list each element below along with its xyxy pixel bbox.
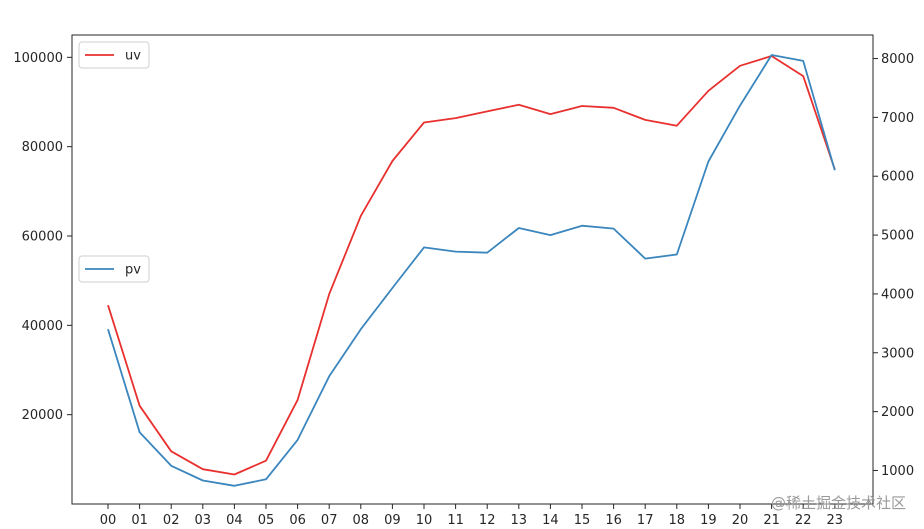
x-tick-label: 01 bbox=[131, 513, 148, 528]
y-axis-right: 1000 2000 3000 4000 5000 6000 7000 8000 bbox=[873, 52, 914, 479]
series-line-uv bbox=[107, 55, 836, 476]
x-tick-label: 23 bbox=[827, 513, 844, 528]
y-right-tick-label: 6000 bbox=[881, 170, 914, 185]
x-tick-label: 05 bbox=[258, 513, 275, 528]
x-tick-label: 20 bbox=[732, 513, 749, 528]
legend-uv: uv bbox=[78, 41, 150, 69]
y-left-tick-label: 80000 bbox=[22, 140, 63, 155]
y-left-tick-label: 60000 bbox=[22, 230, 63, 245]
legend-layer: uv pv bbox=[78, 41, 150, 283]
y-right-tick-label: 5000 bbox=[881, 229, 914, 244]
series-line-pv bbox=[107, 54, 836, 487]
x-tick-label: 22 bbox=[795, 513, 812, 528]
x-tick-label: 14 bbox=[542, 513, 559, 528]
y-axis-left: 20000 40000 60000 80000 100000 bbox=[13, 51, 72, 423]
series-layer bbox=[107, 54, 836, 487]
x-tick-label: 17 bbox=[637, 513, 654, 528]
x-tick-label: 08 bbox=[353, 513, 370, 528]
x-tick-label: 10 bbox=[416, 513, 433, 528]
x-tick-label: 19 bbox=[700, 513, 717, 528]
y-right-tick-label: 1000 bbox=[881, 464, 914, 479]
x-tick-label: 12 bbox=[479, 513, 496, 528]
y-right-tick-label: 7000 bbox=[881, 111, 914, 126]
x-tick-label: 06 bbox=[289, 513, 306, 528]
x-axis: 00 01 02 03 04 05 06 07 08 09 10 11 12 13 14 15 16 17 18 19… bbox=[100, 504, 843, 528]
x-tick-label: 15 bbox=[574, 513, 591, 528]
x-tick-label: 11 bbox=[447, 513, 464, 528]
x-tick-label: 00 bbox=[100, 513, 117, 528]
y-right-tick-label: 2000 bbox=[881, 405, 914, 420]
y-left-tick-label: 20000 bbox=[22, 408, 63, 423]
y-left-tick-label: 40000 bbox=[22, 319, 63, 334]
y-right-tick-label: 4000 bbox=[881, 287, 914, 302]
x-tick-label: 02 bbox=[163, 513, 180, 528]
x-tick-label: 13 bbox=[511, 513, 528, 528]
legend-label: uv bbox=[125, 49, 141, 64]
y-right-tick-label: 3000 bbox=[881, 346, 914, 361]
x-tick-label: 18 bbox=[669, 513, 686, 528]
x-tick-label: 09 bbox=[384, 513, 401, 528]
x-tick-label: 04 bbox=[226, 513, 243, 528]
y-left-tick-label: 100000 bbox=[13, 51, 63, 66]
legend-pv: pv bbox=[78, 255, 150, 283]
x-tick-label: 03 bbox=[195, 513, 212, 528]
x-tick-label: 07 bbox=[321, 513, 338, 528]
x-tick-label: 21 bbox=[763, 513, 780, 528]
watermark: @稀土掘金技术社区 bbox=[771, 494, 906, 512]
legend-label: pv bbox=[125, 263, 141, 278]
y-right-tick-label: 8000 bbox=[881, 52, 914, 67]
plot-area bbox=[71, 34, 874, 505]
x-tick-label: 16 bbox=[605, 513, 622, 528]
